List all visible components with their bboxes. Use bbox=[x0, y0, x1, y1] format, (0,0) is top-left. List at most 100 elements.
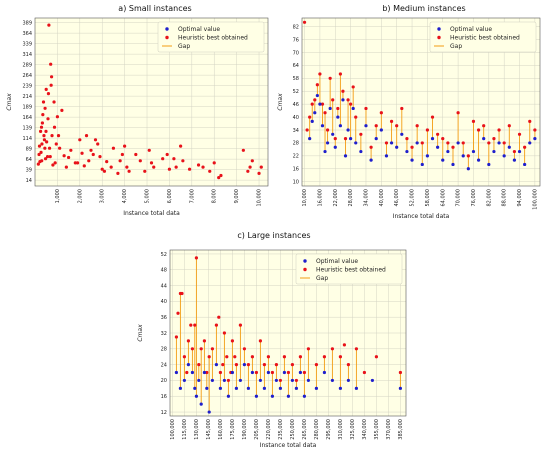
heuristic-point bbox=[410, 145, 414, 149]
heuristic-point bbox=[46, 117, 50, 121]
heuristic-point bbox=[415, 124, 419, 128]
heuristic-point bbox=[246, 363, 250, 367]
heuristic-point bbox=[374, 124, 378, 128]
heuristic-point bbox=[44, 129, 48, 133]
heuristic-point bbox=[314, 363, 318, 367]
optimal-point bbox=[369, 158, 373, 162]
heuristic-point bbox=[109, 165, 113, 169]
heuristic-point bbox=[205, 370, 209, 375]
heuristic-point bbox=[233, 355, 237, 359]
heuristic-point bbox=[241, 148, 245, 152]
heuristic-point bbox=[43, 157, 48, 161]
heuristic-point bbox=[40, 121, 44, 125]
x-tick-label: 130,000 bbox=[194, 419, 200, 440]
optimal-point bbox=[398, 386, 402, 390]
y-tick-label: 20 bbox=[161, 378, 167, 384]
optimal-point bbox=[246, 386, 250, 390]
y-tick-label: 48 bbox=[161, 268, 167, 274]
heuristic-point bbox=[190, 347, 194, 351]
heuristic-point bbox=[400, 106, 404, 111]
x-tick-label: 76,000 bbox=[471, 189, 477, 207]
heuristic-point bbox=[476, 128, 481, 132]
y-tick-label: 314 bbox=[22, 52, 32, 58]
optimal-point bbox=[374, 137, 378, 141]
heuristic-point bbox=[196, 163, 201, 167]
legend-label: Heuristic best obtained bbox=[316, 267, 386, 274]
heuristic-point bbox=[127, 169, 131, 173]
heuristic-point bbox=[134, 152, 138, 157]
heuristic-point bbox=[405, 137, 409, 141]
heuristic-point bbox=[471, 119, 476, 123]
x-tick-label: 70,000 bbox=[456, 189, 462, 207]
optimal-point bbox=[238, 378, 242, 383]
optimal-point bbox=[384, 154, 389, 158]
heuristic-point bbox=[167, 167, 172, 171]
optimal-point bbox=[190, 370, 194, 375]
optimal-point bbox=[258, 378, 262, 383]
heuristic-point bbox=[359, 132, 363, 136]
y-tick-label: 264 bbox=[22, 73, 32, 79]
optimal-point bbox=[338, 386, 342, 390]
heuristic-point bbox=[250, 159, 254, 163]
heuristic-point bbox=[69, 148, 73, 152]
heuristic-point bbox=[208, 169, 212, 173]
legend-optimal-marker bbox=[165, 27, 169, 31]
optimal-point bbox=[389, 141, 394, 145]
legend-label: Optimal value bbox=[316, 258, 358, 265]
heuristic-point bbox=[201, 165, 205, 169]
y-tick-label: 89 bbox=[26, 146, 32, 152]
heuristic-point bbox=[298, 355, 302, 359]
optimal-point bbox=[415, 141, 419, 145]
heuristic-point bbox=[250, 355, 254, 359]
x-tick-label: 235,000 bbox=[278, 419, 284, 440]
legend-optimal-marker bbox=[303, 259, 307, 263]
heuristic-point bbox=[185, 370, 189, 375]
heuristic-point bbox=[56, 134, 61, 138]
x-tick-label: 370,000 bbox=[386, 419, 392, 440]
x-tick-label: 9,000 bbox=[234, 189, 240, 203]
optimal-point bbox=[207, 410, 211, 414]
heuristic-point bbox=[258, 339, 262, 343]
optimal-point bbox=[328, 106, 332, 111]
heuristic-point bbox=[286, 370, 290, 375]
x-tick-label: 385,000 bbox=[398, 419, 404, 440]
heuristic-point bbox=[87, 159, 91, 163]
optimal-point bbox=[308, 137, 312, 141]
optimal-point bbox=[330, 378, 334, 383]
heuristic-point bbox=[346, 98, 350, 102]
heuristic-point bbox=[230, 339, 234, 343]
optimal-point bbox=[456, 141, 460, 145]
optimal-point bbox=[370, 378, 374, 383]
x-tick-label: 265,000 bbox=[302, 419, 308, 440]
optimal-point bbox=[343, 154, 348, 158]
heuristic-point bbox=[149, 161, 154, 165]
x-tick-label: 205,000 bbox=[254, 419, 260, 440]
heuristic-point bbox=[430, 115, 435, 119]
y-tick-label: 339 bbox=[22, 41, 32, 47]
y-tick-label: 34 bbox=[293, 128, 299, 134]
heuristic-point bbox=[40, 159, 44, 163]
optimal-point bbox=[359, 149, 363, 154]
heuristic-point bbox=[330, 347, 334, 351]
x-tick-label: 100,000 bbox=[532, 189, 538, 210]
x-tick-label: 310,000 bbox=[338, 419, 344, 440]
heuristic-point bbox=[41, 100, 46, 104]
optimal-point bbox=[310, 119, 314, 123]
heuristic-point bbox=[111, 146, 116, 150]
optimal-point bbox=[512, 158, 517, 162]
y-tick-label: 22 bbox=[293, 154, 299, 160]
heuristic-point bbox=[342, 343, 346, 347]
legend-box bbox=[157, 21, 265, 53]
y-tick-label: 52 bbox=[293, 89, 299, 95]
y-tick-label: 46 bbox=[293, 102, 299, 108]
optimal-point bbox=[210, 378, 214, 383]
y-tick-label: 139 bbox=[22, 125, 32, 131]
y-tick-label: 39 bbox=[26, 167, 32, 173]
optimal-point bbox=[174, 370, 178, 375]
optimal-point bbox=[254, 394, 258, 398]
heuristic-point bbox=[41, 113, 45, 117]
optimal-point bbox=[274, 378, 278, 383]
heuristic-point bbox=[395, 124, 399, 128]
optimal-point bbox=[306, 378, 310, 383]
optimal-point bbox=[197, 378, 201, 383]
